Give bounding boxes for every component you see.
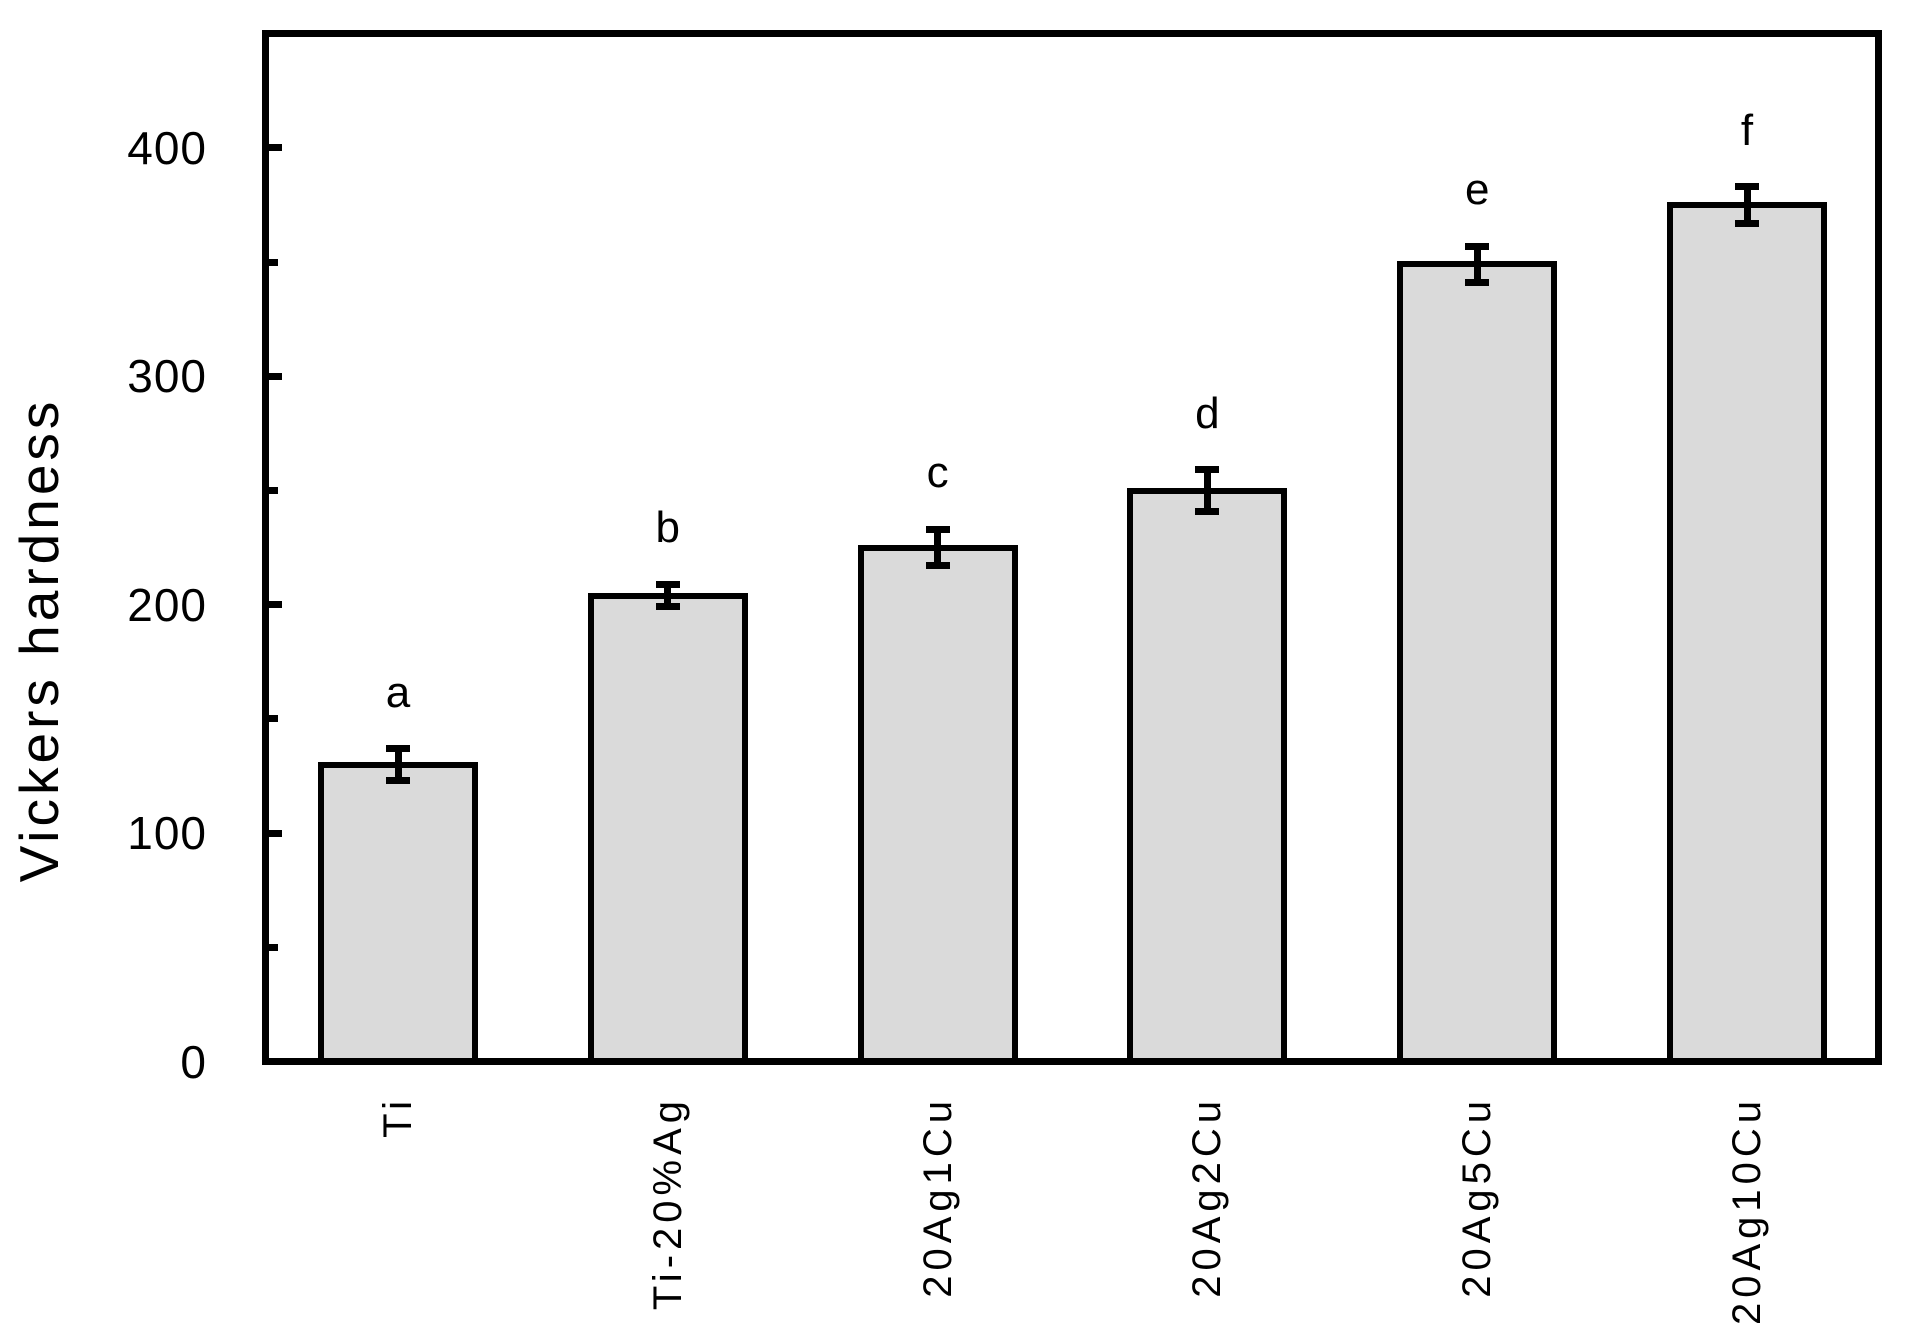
error-bar-cap-bottom <box>925 562 950 570</box>
significance-letter: b <box>655 502 681 552</box>
y-axis-minor-tick <box>269 715 278 723</box>
error-bar-cap-top <box>1735 183 1759 191</box>
error-bar-stem <box>394 745 402 785</box>
error-bar-stem <box>1743 183 1751 227</box>
error-bar-stem <box>1203 466 1211 515</box>
y-axis-minor-tick <box>269 943 278 951</box>
error-bar-cap-bottom <box>1465 279 1490 287</box>
x-tick-label-text: Ti <box>376 1096 420 1138</box>
x-tick-label-text: Ti-20%Ag <box>645 1096 690 1311</box>
error-bar-cap-bottom <box>655 603 680 611</box>
error-bar-cap-top <box>1195 466 1220 474</box>
error-bar-cap-top <box>1465 242 1490 250</box>
bar-Ti-20%Ag <box>587 592 748 1064</box>
bar-Ti <box>318 761 478 1064</box>
error-bar-stem <box>664 580 672 611</box>
y-axis-minor-tick <box>269 487 278 494</box>
plot-area <box>262 30 1882 1065</box>
x-tick-label-text: 20Ag2Cu <box>1185 1096 1230 1298</box>
significance-letter: a <box>385 667 411 717</box>
y-tick-label: 200 <box>127 578 207 631</box>
y-tick-label: 300 <box>127 350 207 403</box>
y-tick-label: 100 <box>127 807 207 860</box>
error-bar-cap-top <box>925 525 950 533</box>
x-tick-label-text: 20Ag1Cu <box>915 1096 960 1298</box>
y-axis-minor-tick <box>269 258 278 266</box>
error-bar-cap-bottom <box>1195 507 1220 515</box>
error-bar-cap-top <box>655 580 680 588</box>
bar-20Ag5Cu <box>1397 261 1558 1064</box>
bar-20Ag1Cu <box>857 544 1018 1064</box>
error-bar-cap-top <box>386 745 410 753</box>
x-tick-label-text: 20Ag10Cu <box>1725 1096 1769 1326</box>
significance-letter: e <box>1464 164 1490 214</box>
error-bar-stem <box>934 525 942 570</box>
significance-letter: f <box>1740 105 1754 155</box>
bar-20Ag2Cu <box>1127 487 1288 1064</box>
error-bar-cap-bottom <box>386 777 410 785</box>
y-axis-major-tick <box>269 372 282 380</box>
y-axis-major-tick <box>269 144 282 152</box>
y-axis-major-tick <box>269 601 282 609</box>
y-tick-label: 0 <box>180 1035 207 1088</box>
error-bar-cap-bottom <box>1735 219 1759 227</box>
y-tick-label: 400 <box>127 121 207 174</box>
x-tick-label-text: 20Ag5Cu <box>1455 1096 1500 1298</box>
significance-letter: d <box>1195 388 1220 438</box>
bar-20Ag10Cu <box>1667 202 1827 1064</box>
error-bar-stem <box>1473 242 1481 287</box>
y-axis-major-tick <box>269 829 282 837</box>
significance-letter: c <box>926 448 949 498</box>
